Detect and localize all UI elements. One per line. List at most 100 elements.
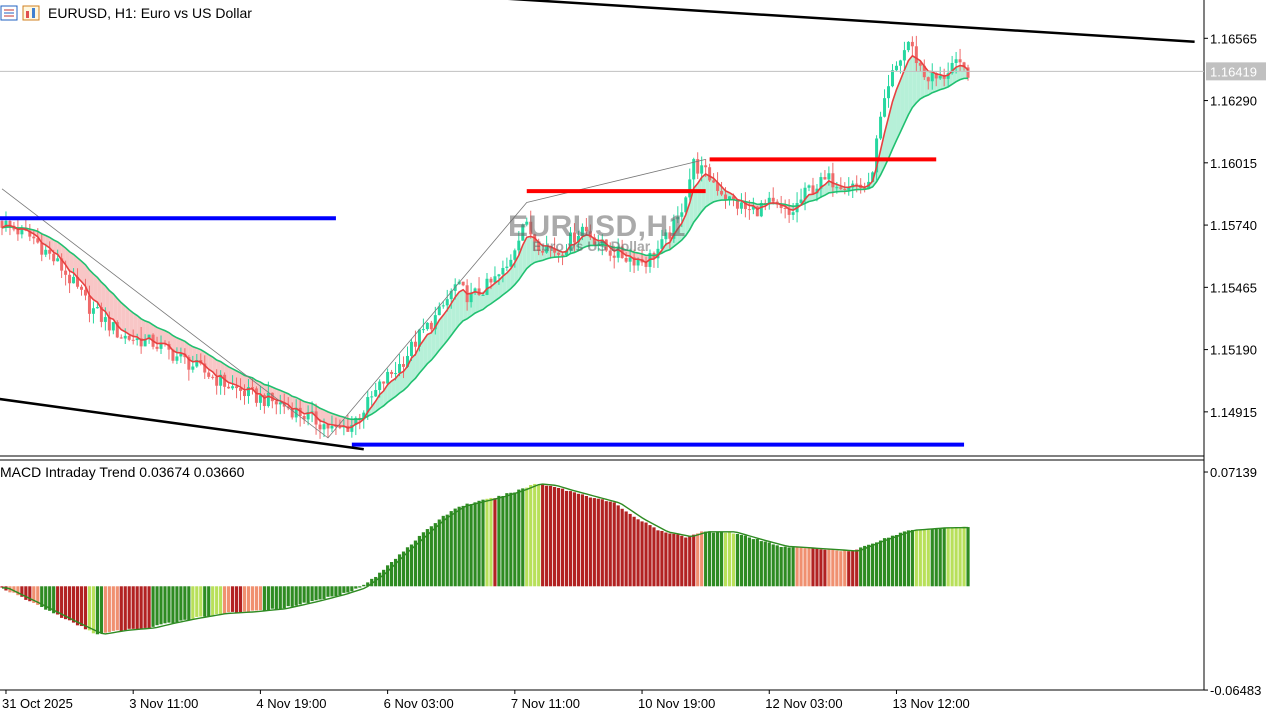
candle-body [314, 411, 318, 425]
candle-body [60, 258, 64, 271]
macd-histogram-bar [545, 485, 549, 587]
candle-body [326, 424, 330, 429]
candle-body [175, 356, 179, 361]
chart-list-icon[interactable] [0, 5, 18, 21]
macd-histogram-bar [513, 492, 517, 587]
candle-body [537, 241, 541, 251]
candle-body [843, 188, 847, 190]
macd-histogram-bar [859, 547, 863, 587]
ma-cloud-segment [164, 330, 169, 346]
macd-histogram-bar [576, 493, 581, 587]
ma-cloud-segment [475, 291, 480, 314]
candle-body [584, 226, 588, 232]
macd-histogram-bar [918, 530, 922, 587]
macd-histogram-bar [719, 532, 724, 587]
candle-body [890, 70, 894, 87]
ma-cloud-segment [451, 297, 456, 336]
ma-cloud-segment [161, 329, 165, 344]
candle-body [441, 305, 445, 307]
macd-histogram-bar [445, 514, 449, 587]
macd-histogram-bar [660, 530, 664, 587]
candle-body [382, 381, 386, 384]
ma-cloud-segment [117, 298, 122, 330]
ma-cloud-segment [276, 388, 281, 401]
chart-window-icon[interactable] [22, 5, 40, 21]
ma-cloud-segment [900, 69, 905, 132]
macd-histogram-bar [477, 500, 481, 587]
ma-cloud-segment [904, 60, 909, 124]
candle-body [700, 165, 704, 174]
candle-body [779, 204, 783, 208]
candle-body [819, 177, 823, 189]
macd-histogram-bar [731, 533, 736, 587]
candle-body [390, 371, 394, 375]
macd-histogram-bar [366, 582, 370, 587]
candle-body [386, 371, 390, 384]
macd-histogram-bar [219, 586, 223, 614]
ma-cloud-segment [141, 318, 146, 341]
ma-cloud-segment [236, 370, 241, 388]
candle-body [572, 232, 576, 243]
macd-histogram-bar [624, 511, 628, 587]
macd-histogram-bar [604, 501, 608, 587]
candle-body [239, 388, 243, 391]
candle-body [954, 59, 958, 63]
candle-body [99, 307, 103, 322]
macd-histogram-bar [302, 586, 306, 603]
candle-body [592, 237, 596, 246]
candle-body [72, 276, 76, 284]
macd-histogram-bar [950, 527, 954, 587]
candle-body [588, 231, 592, 238]
candle-body [918, 63, 922, 66]
macd-histogram-bar [819, 549, 823, 587]
macd-histogram-bar [151, 586, 155, 627]
ma-cloud-segment [439, 315, 444, 351]
macd-histogram-bar [835, 550, 839, 587]
candle-body [783, 207, 787, 209]
macd-histogram-bar [211, 586, 215, 616]
candle-body [716, 182, 720, 191]
macd-histogram-bar [882, 538, 887, 587]
candle-body [425, 322, 429, 330]
macd-histogram-bar [700, 531, 704, 587]
macd-histogram-bar [708, 531, 712, 587]
indicator-value-1: 0.03674 [139, 464, 190, 480]
symbol-header: EURUSD, H1: Euro vs US Dollar [0, 3, 252, 23]
macd-histogram-bar [632, 516, 636, 587]
candle-body [680, 212, 684, 217]
macd-histogram-bar [330, 586, 334, 597]
macd-histogram-bar [215, 586, 219, 615]
candle-body [950, 62, 954, 74]
macd-histogram-bar [763, 541, 767, 587]
macd-histogram-bar [254, 586, 259, 611]
candle-body [636, 259, 640, 266]
macd-histogram-bar [179, 586, 183, 621]
macd-histogram-bar [847, 551, 851, 587]
macd-histogram-bar [803, 548, 807, 587]
candle-body [40, 242, 44, 255]
macd-histogram-bar [449, 511, 453, 587]
macd-histogram-bar [183, 586, 187, 620]
candle-body [44, 249, 48, 255]
macd-histogram-bar [20, 586, 24, 597]
macd-histogram-bar [672, 533, 676, 587]
macd-histogram-bar [715, 531, 720, 587]
macd-histogram-bar [262, 586, 266, 612]
ma-cloud-segment [709, 176, 714, 205]
macd-histogram-bar [537, 484, 541, 587]
candle-body [879, 116, 883, 139]
macd-histogram-bar [334, 586, 338, 597]
macd-histogram-bar [437, 519, 441, 587]
macd-histogram-bar [405, 547, 410, 587]
trend-line [0, 397, 364, 451]
macd-histogram-bar [711, 532, 716, 587]
macd-histogram-bar [827, 549, 831, 587]
candle-body [123, 335, 127, 339]
macd-histogram-bar [727, 531, 732, 587]
candle-body [565, 250, 569, 255]
macd-histogram-bar [159, 586, 163, 625]
candle-body [902, 50, 906, 61]
macd-histogram-bar [457, 506, 461, 587]
macd-histogram-bar [910, 529, 914, 587]
